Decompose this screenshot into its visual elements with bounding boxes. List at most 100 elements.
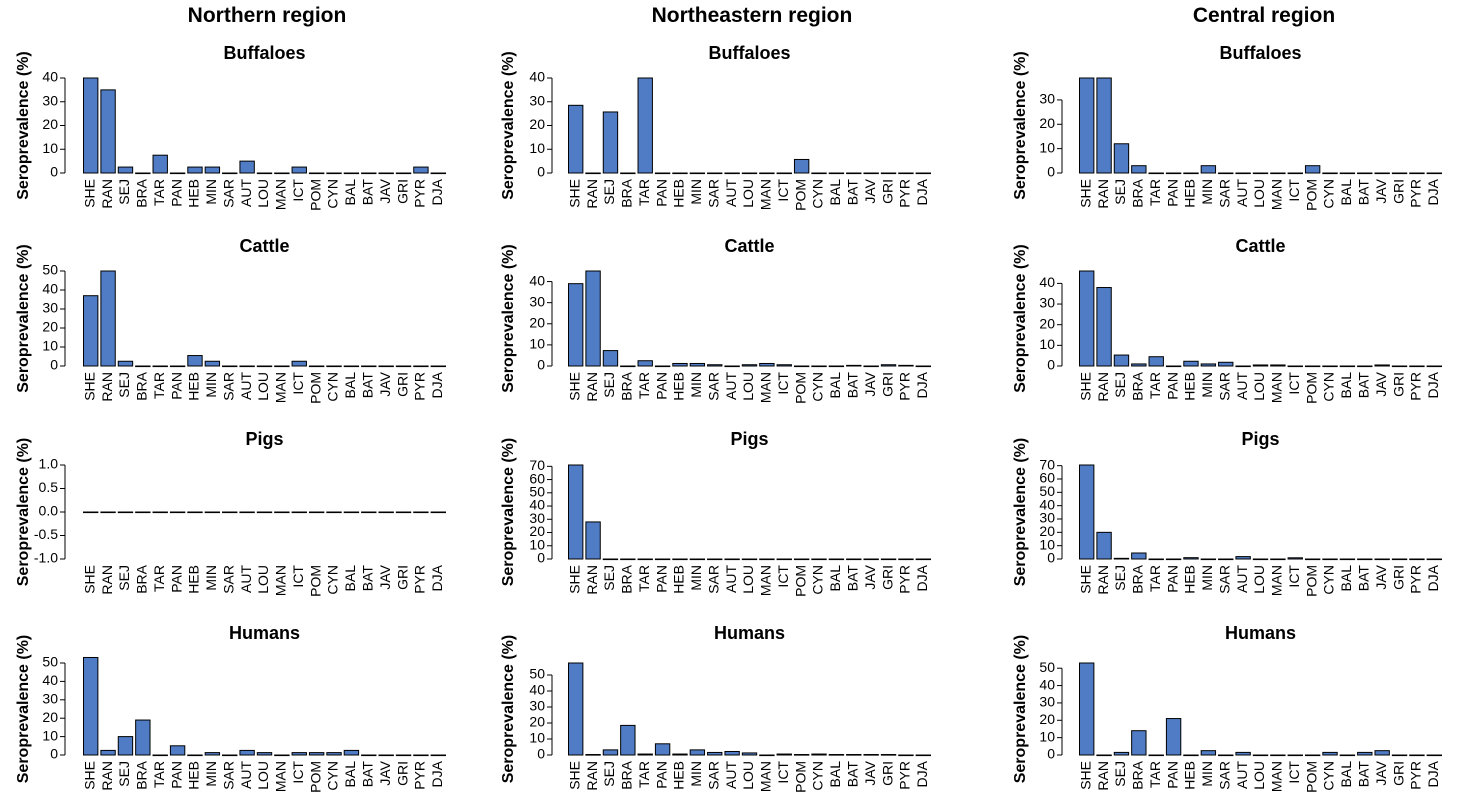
x-tick-label: LOU — [740, 565, 756, 594]
bar-aut — [724, 750, 740, 756]
y-tick-label: 40 — [529, 497, 545, 513]
x-tick-label: SHE — [566, 761, 582, 790]
bar-bat — [846, 364, 862, 367]
x-tick-label: BAT — [1355, 565, 1371, 592]
bar-pyr — [413, 166, 429, 174]
bar-min — [689, 362, 706, 367]
x-tick-label: SHE — [566, 565, 582, 594]
x-tick-label: BAL — [342, 761, 358, 788]
x-tick-label: TAR — [151, 179, 167, 206]
bar-gri — [395, 172, 412, 175]
bar-sej — [602, 558, 619, 561]
bar-lou — [1252, 364, 1269, 367]
bar-bra — [135, 511, 151, 514]
y-tick-label: 20 — [1039, 711, 1055, 727]
bar-pan — [654, 172, 671, 175]
y-axis-label: Seroprevalence (%) — [1012, 244, 1029, 393]
bar-sej — [117, 736, 134, 756]
x-tick-label: DJA — [1425, 760, 1441, 787]
bar-heb — [187, 754, 203, 757]
x-tick-label: BAL — [827, 179, 843, 206]
bar-lou — [256, 511, 273, 514]
x-tick-label: RAN — [1095, 372, 1111, 402]
bar-cyn — [326, 511, 342, 514]
x-tick-label: HEB — [186, 179, 202, 208]
y-tick-label: 40 — [42, 69, 58, 85]
y-tick-label: 0 — [537, 550, 545, 566]
bar-min — [1200, 750, 1217, 756]
bar-ran — [585, 172, 601, 175]
panel-title-pigs: Pigs — [730, 429, 768, 449]
x-tick-label: SAR — [220, 372, 236, 401]
bar-pom — [793, 558, 810, 561]
x-tick-label: TAR — [1147, 372, 1163, 399]
bar-min — [204, 511, 221, 514]
bar-jav — [378, 172, 394, 175]
bar-pan — [654, 743, 671, 756]
panel-title-humans: Humans — [1225, 623, 1296, 643]
x-tick-label: SAR — [705, 761, 721, 790]
bar-gri — [395, 511, 412, 514]
bar-min — [204, 360, 221, 367]
bar-man — [759, 754, 775, 757]
x-tick-label: SEJ — [601, 565, 617, 591]
bar-ict — [291, 752, 307, 756]
x-tick-label: TAR — [151, 761, 167, 788]
x-tick-label: DJA — [914, 371, 930, 398]
x-tick-label: GRI — [879, 179, 895, 204]
bar-jav — [1374, 172, 1390, 175]
bar-tar — [152, 365, 168, 368]
bar-cyn — [1322, 365, 1338, 368]
x-tick-label: CYN — [1321, 372, 1337, 402]
bar-aut — [724, 558, 740, 561]
bar-bat — [361, 172, 377, 175]
bar-pan — [1165, 172, 1182, 175]
x-tick-label: AUT — [238, 761, 254, 789]
bar-pom — [308, 511, 325, 514]
x-tick-label: JAV — [1373, 564, 1389, 589]
y-tick-label: 50 — [1039, 483, 1055, 499]
bar-cyn — [326, 752, 342, 756]
x-tick-label: JAV — [1373, 760, 1389, 785]
bar-pyr — [413, 511, 429, 514]
bar-sej — [117, 360, 134, 367]
bar-ict — [776, 364, 792, 367]
y-tick-label: 0 — [1047, 164, 1055, 180]
x-tick-label: TAR — [636, 565, 652, 592]
x-tick-label: MAN — [273, 565, 289, 596]
bar-bal — [1339, 365, 1356, 368]
x-tick-label: BAT — [1355, 372, 1371, 399]
x-tick-label: LOU — [255, 179, 271, 208]
x-tick-label: HEB — [1182, 372, 1198, 401]
y-tick-label: 30 — [42, 92, 58, 108]
x-tick-label: MIN — [203, 565, 219, 591]
y-tick-label: 20 — [529, 314, 545, 330]
x-tick-label: LOU — [740, 761, 756, 790]
bar-ran — [585, 521, 601, 560]
x-tick-label: POM — [792, 565, 808, 597]
bar-bat — [361, 754, 377, 757]
bar-she — [83, 77, 99, 174]
x-tick-label: AUT — [238, 372, 254, 400]
bar-pom — [1304, 365, 1321, 368]
x-tick-label: JAV — [1373, 178, 1389, 203]
bar-cyn — [326, 172, 342, 175]
bar-dja — [1426, 558, 1442, 561]
y-tick-label: -0.5 — [34, 526, 58, 542]
y-axis-label: Seroprevalence (%) — [15, 635, 32, 784]
bar-min — [689, 749, 706, 756]
bar-jav — [1374, 558, 1390, 561]
y-tick-label: 10 — [529, 336, 545, 352]
x-tick-label: JAV — [377, 178, 393, 203]
bar-heb — [187, 166, 203, 174]
bar-ict — [291, 166, 307, 174]
x-tick-label: BRA — [619, 371, 635, 400]
x-tick-label: ICT — [1286, 565, 1302, 588]
x-tick-label: ICT — [290, 565, 306, 588]
panel-title-buffaloes: Buffaloes — [1219, 43, 1301, 63]
x-tick-label: RAN — [584, 179, 600, 209]
bar-bat — [846, 558, 862, 561]
bar-jav — [863, 558, 879, 561]
bar-aut — [724, 172, 740, 175]
